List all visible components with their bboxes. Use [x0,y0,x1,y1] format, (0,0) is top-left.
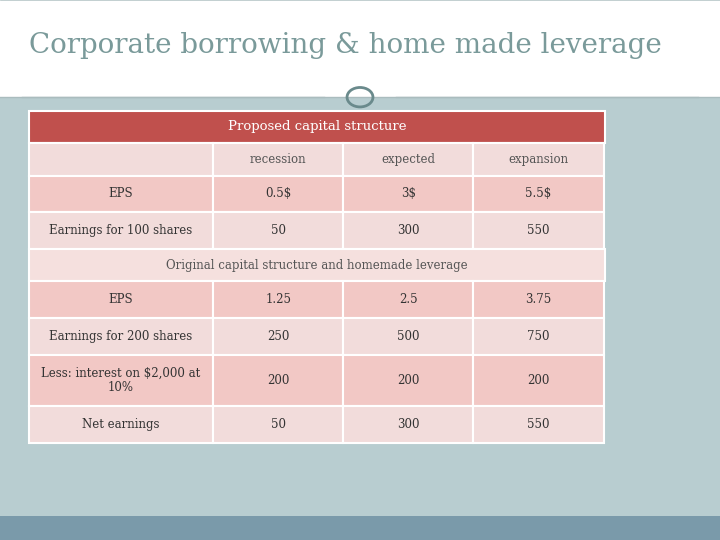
FancyBboxPatch shape [343,355,474,406]
FancyBboxPatch shape [213,406,343,443]
FancyBboxPatch shape [29,318,213,355]
Text: EPS: EPS [109,293,133,306]
Text: 250: 250 [267,330,289,343]
FancyBboxPatch shape [343,406,474,443]
Text: Net earnings: Net earnings [82,418,160,431]
FancyBboxPatch shape [29,212,213,249]
FancyBboxPatch shape [474,212,603,249]
FancyBboxPatch shape [0,0,720,97]
FancyBboxPatch shape [474,355,603,406]
FancyBboxPatch shape [213,212,343,249]
Text: 3$: 3$ [401,187,416,200]
FancyBboxPatch shape [29,143,213,176]
FancyBboxPatch shape [474,281,603,318]
Text: 3.75: 3.75 [526,293,552,306]
Text: 200: 200 [267,374,289,387]
Text: expected: expected [382,153,436,166]
Text: 50: 50 [271,224,286,237]
FancyBboxPatch shape [29,111,605,143]
FancyBboxPatch shape [213,143,343,176]
Text: 200: 200 [527,374,550,387]
Text: 750: 750 [527,330,550,343]
FancyBboxPatch shape [0,516,720,540]
Text: 1.25: 1.25 [265,293,291,306]
FancyBboxPatch shape [213,355,343,406]
FancyBboxPatch shape [343,281,474,318]
Text: 300: 300 [397,418,420,431]
FancyBboxPatch shape [343,212,474,249]
Text: 5.5$: 5.5$ [526,187,552,200]
Text: Less: interest on $2,000 at
10%: Less: interest on $2,000 at 10% [41,367,201,394]
FancyBboxPatch shape [213,318,343,355]
Text: 500: 500 [397,330,420,343]
FancyBboxPatch shape [474,318,603,355]
Text: Proposed capital structure: Proposed capital structure [228,120,406,133]
FancyBboxPatch shape [29,176,213,212]
FancyBboxPatch shape [474,176,603,212]
Text: recession: recession [250,153,307,166]
Text: EPS: EPS [109,187,133,200]
Text: 550: 550 [527,418,550,431]
FancyBboxPatch shape [343,318,474,355]
Text: Original capital structure and homemade leverage: Original capital structure and homemade … [166,259,467,272]
FancyBboxPatch shape [474,143,603,176]
FancyBboxPatch shape [213,176,343,212]
Text: 50: 50 [271,418,286,431]
FancyBboxPatch shape [213,281,343,318]
Text: 550: 550 [527,224,550,237]
FancyBboxPatch shape [474,406,603,443]
Text: expansion: expansion [508,153,569,166]
Text: 2.5: 2.5 [399,293,418,306]
FancyBboxPatch shape [343,176,474,212]
FancyBboxPatch shape [29,281,213,318]
Text: 300: 300 [397,224,420,237]
Text: Earnings for 200 shares: Earnings for 200 shares [50,330,192,343]
Text: Earnings for 100 shares: Earnings for 100 shares [50,224,192,237]
FancyBboxPatch shape [29,355,213,406]
FancyBboxPatch shape [343,143,474,176]
Text: Corporate borrowing & home made leverage: Corporate borrowing & home made leverage [29,32,662,59]
FancyBboxPatch shape [29,406,213,443]
Text: 0.5$: 0.5$ [265,187,292,200]
FancyBboxPatch shape [29,249,605,281]
Text: 200: 200 [397,374,420,387]
